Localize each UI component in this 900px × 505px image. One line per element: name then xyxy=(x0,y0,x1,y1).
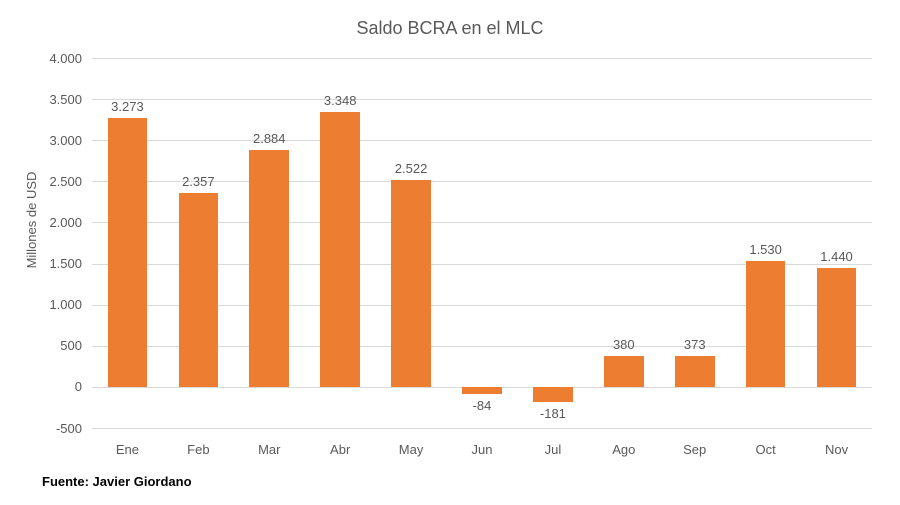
bar xyxy=(108,118,148,387)
bar-value-label: 1.530 xyxy=(730,242,801,257)
source-caption: Fuente: Javier Giordano xyxy=(42,474,192,489)
bar-value-label: 2.884 xyxy=(234,131,305,146)
gridline xyxy=(92,428,872,429)
x-tick-label: Nov xyxy=(801,442,872,457)
bar-value-label: 380 xyxy=(588,337,659,352)
y-tick-label: -500 xyxy=(22,421,82,436)
bar xyxy=(179,193,219,387)
bar xyxy=(462,387,502,394)
y-tick-label: 2.000 xyxy=(22,215,82,230)
x-tick-label: Sep xyxy=(659,442,730,457)
chart-title: Saldo BCRA en el MLC xyxy=(0,18,900,39)
x-tick-label: Ene xyxy=(92,442,163,457)
y-tick-label: 1.500 xyxy=(22,256,82,271)
bar xyxy=(391,180,431,387)
y-tick-label: 0 xyxy=(22,379,82,394)
bar xyxy=(817,268,857,386)
x-tick-label: Feb xyxy=(163,442,234,457)
x-tick-label: Jul xyxy=(517,442,588,457)
y-tick-label: 3.000 xyxy=(22,133,82,148)
bar xyxy=(675,356,715,387)
bar-value-label: -181 xyxy=(517,406,588,421)
bar-value-label: 3.273 xyxy=(92,99,163,114)
bar xyxy=(320,112,360,387)
x-tick-label: Oct xyxy=(730,442,801,457)
y-tick-label: 500 xyxy=(22,338,82,353)
bar xyxy=(746,261,786,387)
gridline xyxy=(92,99,872,100)
bar-value-label: 2.357 xyxy=(163,174,234,189)
x-tick-label: Ago xyxy=(588,442,659,457)
x-tick-label: Mar xyxy=(234,442,305,457)
bar xyxy=(249,150,289,387)
x-tick-label: Abr xyxy=(305,442,376,457)
y-tick-label: 3.500 xyxy=(22,92,82,107)
bar-value-label: 3.348 xyxy=(305,93,376,108)
plot-area: -50005001.0001.5002.0002.5003.0003.5004.… xyxy=(92,58,872,428)
y-tick-label: 2.500 xyxy=(22,174,82,189)
chart-container: { "chart": { "type": "bar", "title": "Sa… xyxy=(0,0,900,505)
bar-value-label: 1.440 xyxy=(801,249,872,264)
x-tick-label: Jun xyxy=(447,442,518,457)
bar-value-label: 2.522 xyxy=(376,161,447,176)
x-tick-label: May xyxy=(376,442,447,457)
gridline xyxy=(92,140,872,141)
y-tick-label: 4.000 xyxy=(22,51,82,66)
bar xyxy=(533,387,573,402)
y-tick-label: 1.000 xyxy=(22,297,82,312)
bar xyxy=(604,356,644,387)
gridline xyxy=(92,58,872,59)
bar-value-label: -84 xyxy=(447,398,518,413)
bar-value-label: 373 xyxy=(659,337,730,352)
